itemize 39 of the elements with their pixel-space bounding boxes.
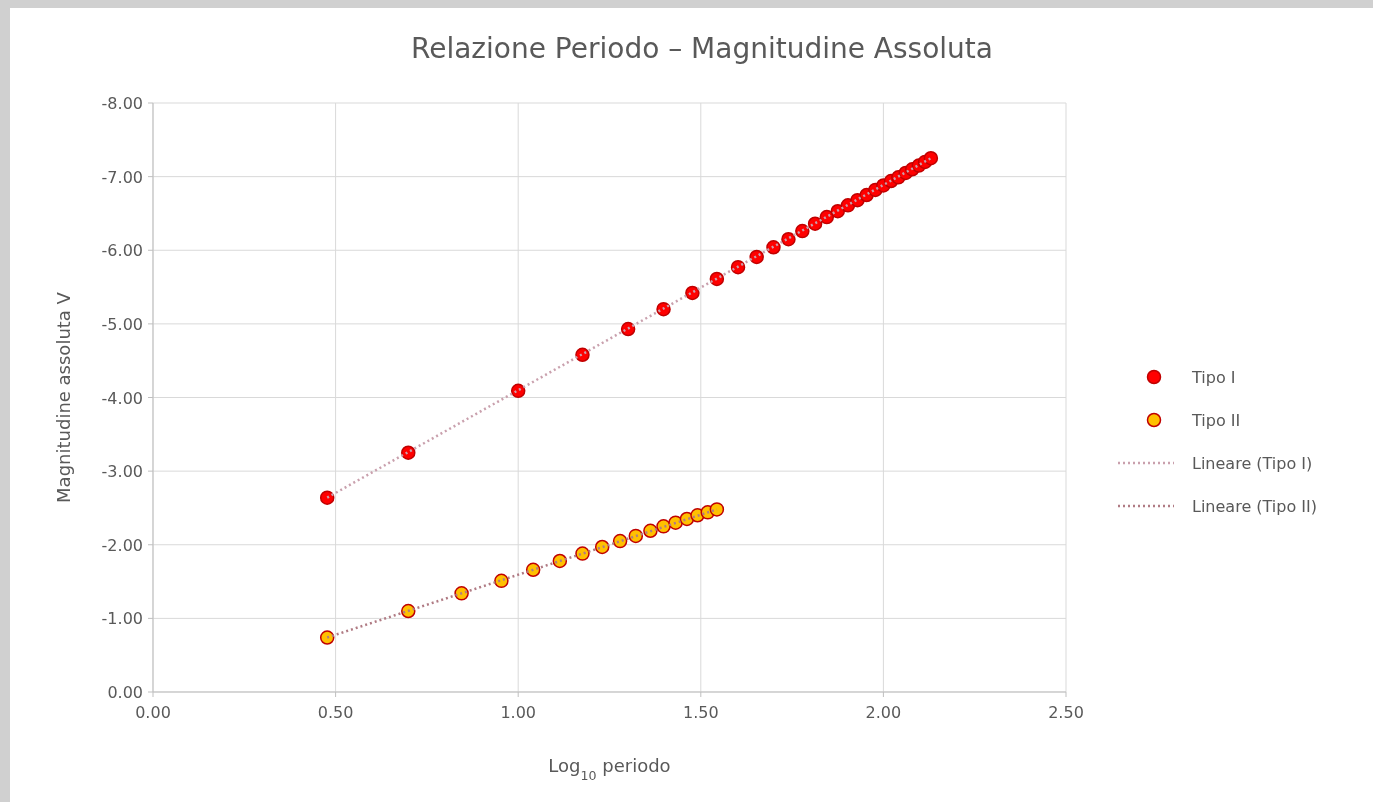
y-tick-label: -7.00	[101, 167, 143, 187]
point	[612, 533, 628, 549]
point	[766, 240, 781, 255]
y-tick-label: -1.00	[101, 609, 143, 629]
y-tick-label: -2.00	[101, 535, 143, 555]
point	[575, 347, 590, 363]
x-tick-label: 2.00	[865, 703, 902, 722]
y-tick-label: -3.00	[101, 462, 143, 482]
y-tick-label: -8.00	[101, 94, 143, 113]
point	[685, 285, 700, 301]
legend-label: Lineare (Tipo II)	[1192, 497, 1317, 516]
point	[319, 630, 335, 645]
point	[923, 150, 939, 166]
point	[749, 249, 764, 265]
point	[709, 502, 725, 517]
y-tick-label: -4.00	[101, 388, 143, 408]
legend-label: Lineare (Tipo I)	[1192, 454, 1313, 473]
legend-label: Tipo I	[1191, 368, 1236, 387]
point	[319, 490, 335, 505]
y-tick-label: -6.00	[101, 241, 143, 261]
y-tick-label: -5.00	[101, 314, 143, 334]
point	[656, 301, 671, 317]
y-tick-label: 0.00	[107, 683, 143, 702]
legend-label: Tipo II	[1191, 411, 1241, 430]
point	[401, 445, 416, 460]
x-tick-label: 1.50	[682, 703, 719, 722]
point	[709, 271, 725, 287]
point	[494, 573, 509, 589]
point	[795, 223, 810, 239]
x-axis-title: Log$_{10}$ periodo	[548, 755, 671, 783]
x-tick-label: 1.00	[500, 703, 537, 722]
chart-title: Relazione Periodo – Magnitudine Assoluta	[411, 32, 993, 65]
x-tick-label: 0.00	[135, 703, 171, 722]
point	[552, 553, 568, 569]
x-tick-label: 0.50	[317, 703, 354, 722]
point	[781, 231, 796, 247]
x-tick-label: 2.50	[1048, 703, 1084, 722]
point	[510, 383, 526, 399]
y-axis-title: Magnitudine assoluta V	[53, 291, 74, 503]
